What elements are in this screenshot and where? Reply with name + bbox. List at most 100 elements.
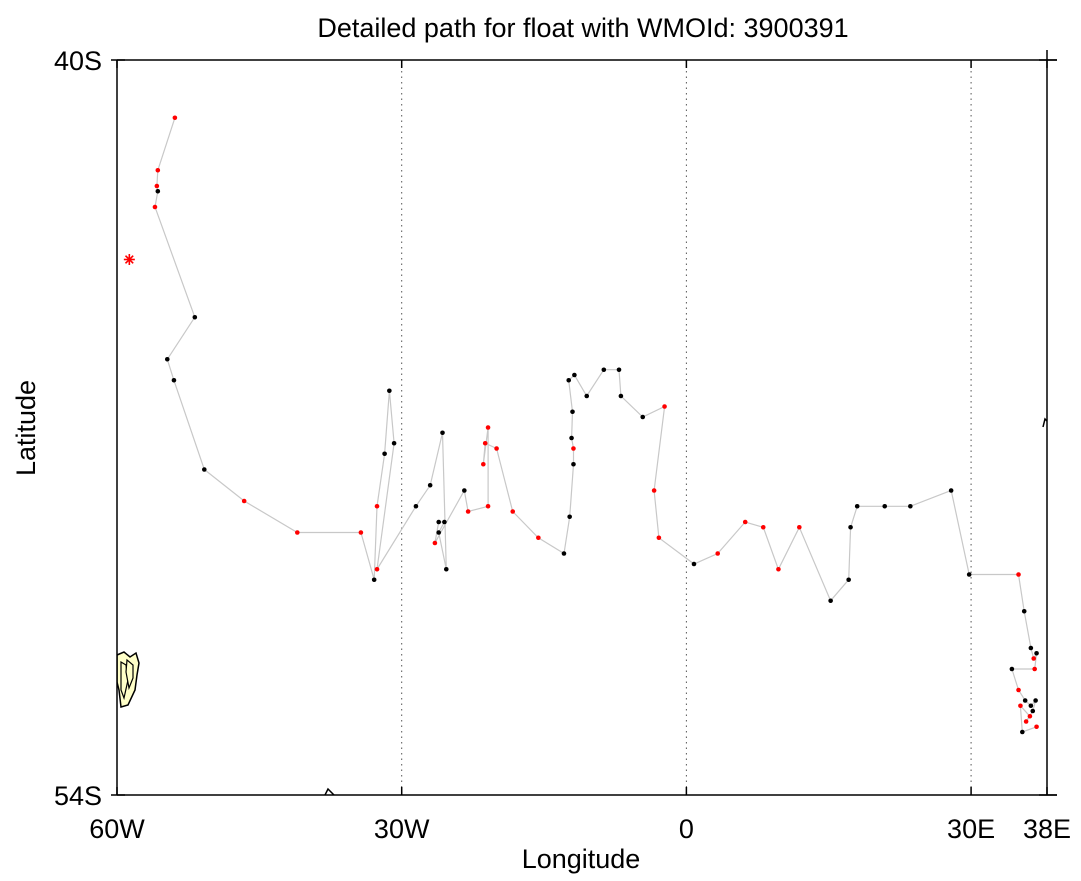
track-point <box>481 461 486 467</box>
track-point <box>1009 666 1015 672</box>
island-contour <box>125 658 134 691</box>
track-point <box>382 451 387 457</box>
landmass-group <box>117 417 1047 795</box>
track-point <box>561 551 567 556</box>
track-point <box>171 377 177 383</box>
track-point <box>566 377 572 383</box>
track-point <box>443 566 449 572</box>
y-tick-label: 40S <box>54 46 102 76</box>
track-point <box>1033 698 1038 703</box>
x-tick-label: 60W <box>89 814 145 844</box>
track-point <box>413 503 419 509</box>
track-point <box>572 372 577 378</box>
track-point <box>908 503 913 509</box>
track-point <box>154 183 160 189</box>
track-point <box>358 530 364 535</box>
track-point <box>1022 698 1028 703</box>
track-point <box>1028 703 1034 709</box>
track-point <box>882 503 888 509</box>
track-point <box>797 524 802 530</box>
track-point <box>1021 608 1027 614</box>
track-point <box>570 409 575 415</box>
track-point <box>1034 724 1039 730</box>
track-point <box>776 566 781 572</box>
track-point <box>1028 645 1034 651</box>
track-point <box>854 503 860 509</box>
track-point <box>846 577 851 583</box>
track-point <box>172 115 178 121</box>
track-point <box>569 435 574 441</box>
track-point <box>640 414 646 420</box>
x-tick-label: 30E <box>947 814 995 844</box>
track-point <box>465 509 471 514</box>
track-point <box>485 425 491 430</box>
track-point <box>510 509 516 514</box>
track-point <box>482 440 488 446</box>
chart-title: Detailed path for float with WMOId: 3900… <box>317 13 848 43</box>
track-point <box>241 498 247 504</box>
coastline-fragment <box>324 787 335 795</box>
track-point <box>202 467 207 472</box>
track-path <box>154 117 1038 733</box>
track-point <box>656 535 662 541</box>
deployment-marker <box>123 254 135 265</box>
track-point <box>567 514 572 520</box>
track-point <box>651 488 657 493</box>
track-point <box>485 503 491 509</box>
track-point <box>618 393 624 399</box>
x-axis-ticks: 60W 30W 0 30E 38E <box>89 60 1071 844</box>
track-point <box>571 446 576 451</box>
track-point <box>442 519 447 525</box>
track-point <box>152 204 158 210</box>
track-point <box>1020 729 1025 735</box>
gridlines <box>401 60 972 795</box>
track-point <box>616 367 622 373</box>
track-point <box>584 393 590 399</box>
y-axis-ticks: 40S 54S <box>54 46 1057 811</box>
track-point <box>601 367 607 373</box>
track-point <box>966 572 972 577</box>
x-tick-label: 30W <box>374 814 430 844</box>
track-point <box>1027 713 1033 719</box>
track-point <box>948 488 954 493</box>
track-point <box>155 167 161 173</box>
track-point <box>715 551 721 556</box>
track-point <box>662 404 667 409</box>
y-tick-label: 54S <box>54 781 102 811</box>
track-point <box>1016 687 1021 693</box>
x-tick-label: 38E <box>1023 814 1071 844</box>
track-point <box>1023 719 1029 724</box>
track-point <box>494 446 499 451</box>
track-point <box>1032 666 1037 672</box>
track-point <box>374 503 380 509</box>
track-point <box>432 540 438 546</box>
track-point <box>691 561 697 567</box>
x-axis-label: Longitude <box>522 844 641 874</box>
track-point <box>1030 708 1036 714</box>
track-point <box>192 314 198 320</box>
track-line <box>154 117 1038 733</box>
track-points <box>152 115 1039 735</box>
track-point <box>462 488 467 493</box>
x-tick-label: 0 <box>679 814 694 844</box>
track-point <box>427 482 433 488</box>
plot-frame <box>116 50 1057 796</box>
track-point <box>374 566 380 572</box>
track-point <box>828 598 833 604</box>
y-axis-label: Latitude <box>11 380 41 476</box>
track-point <box>371 577 377 583</box>
track-point <box>155 188 161 194</box>
track-point <box>295 530 300 535</box>
track-point <box>1034 650 1039 656</box>
track-point <box>848 524 853 530</box>
track-point <box>742 519 748 525</box>
track-point <box>436 519 442 525</box>
track-point <box>536 535 541 541</box>
track-point <box>760 524 766 530</box>
track-point <box>164 356 170 362</box>
track-point <box>1031 656 1037 661</box>
track-point <box>571 461 576 467</box>
track-point <box>387 388 392 394</box>
deploy-asterisk <box>123 254 135 265</box>
